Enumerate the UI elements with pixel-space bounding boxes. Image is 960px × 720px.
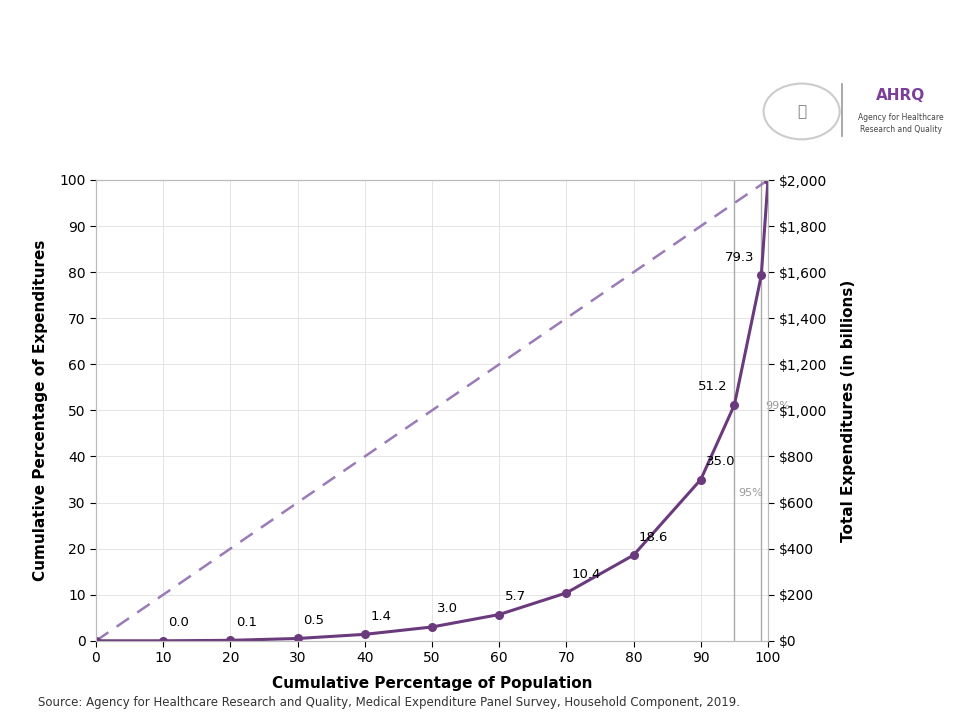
Text: 0.5: 0.5	[303, 614, 324, 627]
Text: AHRQ: AHRQ	[876, 89, 925, 104]
Text: 51.2: 51.2	[698, 380, 728, 393]
Text: 3.0: 3.0	[438, 603, 458, 616]
Text: Agency for Healthcare
Research and Quality: Agency for Healthcare Research and Quali…	[858, 114, 944, 134]
Text: 5.7: 5.7	[505, 590, 526, 603]
X-axis label: Cumulative Percentage of Population: Cumulative Percentage of Population	[272, 676, 592, 691]
Text: 79.3: 79.3	[725, 251, 755, 264]
Text: 35.0: 35.0	[707, 455, 735, 468]
Text: 99%: 99%	[765, 401, 790, 411]
Text: 18.6: 18.6	[639, 531, 668, 544]
Y-axis label: Cumulative Percentage of Expenditures: Cumulative Percentage of Expenditures	[33, 240, 48, 581]
Text: 0.1: 0.1	[236, 616, 256, 629]
Text: 0.0: 0.0	[169, 616, 189, 629]
Y-axis label: Total Expenditures (in billions): Total Expenditures (in billions)	[841, 279, 855, 541]
Text: 95%: 95%	[738, 488, 763, 498]
Text: 1.4: 1.4	[371, 610, 391, 623]
Text: Figure 1. Concentration curve of healthcare expenditures, U.S.: Figure 1. Concentration curve of healthc…	[60, 42, 804, 62]
Text: civilian noninstitutionalized population, 2019: civilian noninstitutionalized population…	[165, 96, 699, 116]
Text: Source: Agency for Healthcare Research and Quality, Medical Expenditure Panel Su: Source: Agency for Healthcare Research a…	[38, 696, 740, 709]
Text: 🦅: 🦅	[797, 104, 806, 119]
Ellipse shape	[749, 31, 960, 186]
Text: 10.4: 10.4	[572, 568, 601, 581]
